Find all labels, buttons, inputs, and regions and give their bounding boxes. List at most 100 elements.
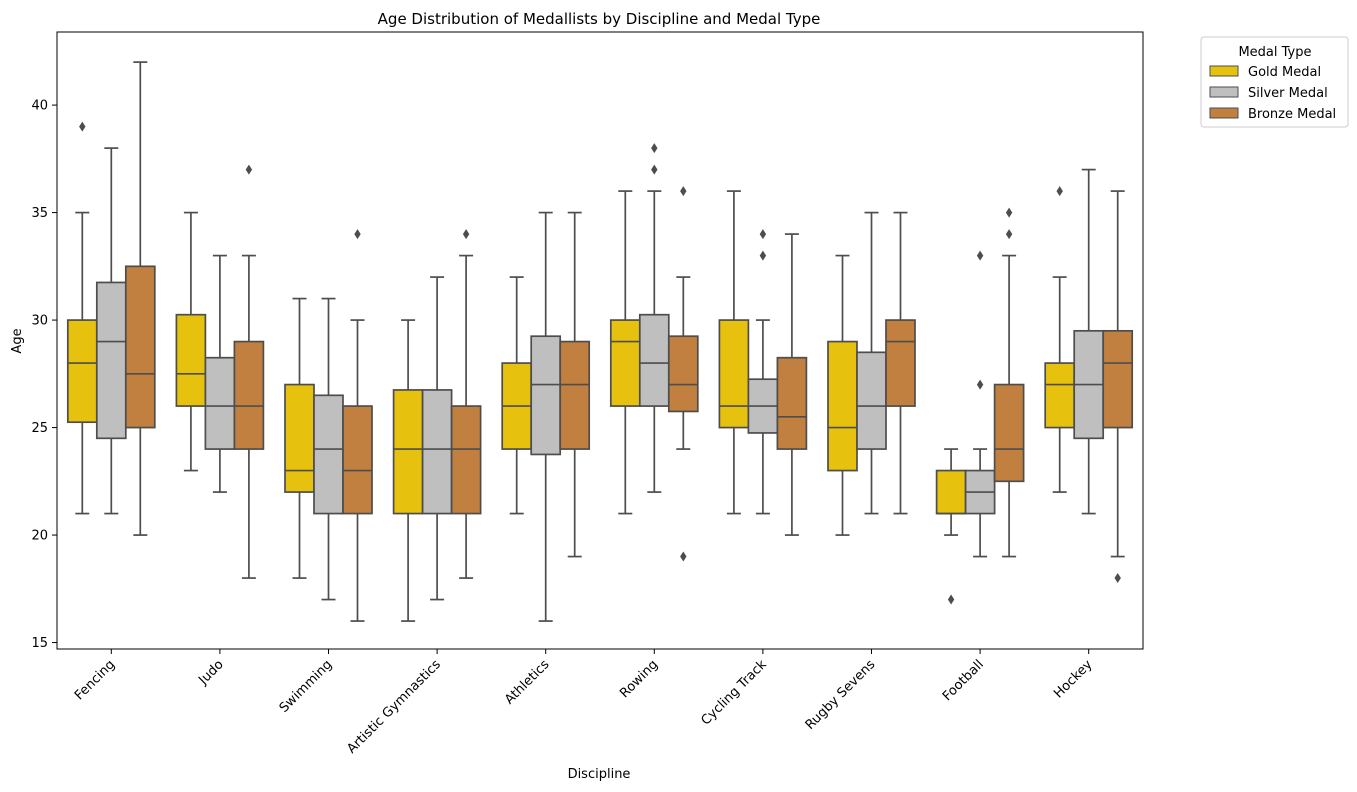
y-tick-label: 30: [31, 314, 48, 329]
outlier-point: [79, 121, 86, 132]
outlier-point: [651, 143, 658, 154]
outlier-point: [462, 229, 470, 240]
box-iqr: [450, 405, 482, 515]
box-gold-medal: [609, 190, 641, 515]
box-silver-medal: [856, 211, 887, 515]
box-iqr: [392, 389, 424, 515]
box-iqr: [95, 281, 127, 440]
box-iqr: [935, 469, 967, 515]
box-gold-medal: [935, 448, 967, 605]
box-iqr: [233, 340, 265, 450]
x-tick-label: Hockey: [1051, 657, 1096, 702]
y-tick-label: 40: [31, 99, 48, 114]
box-iqr: [1044, 362, 1076, 429]
box-bronze-medal: [559, 211, 591, 558]
outlier-point: [651, 164, 658, 175]
x-tick-label: Rowing: [617, 657, 661, 701]
box-iqr: [718, 319, 750, 429]
box-silver-medal: [313, 297, 344, 601]
box-iqr: [885, 319, 916, 407]
box-bronze-medal: [776, 233, 808, 536]
x-tick-label: Football: [940, 657, 987, 704]
y-tick-label: 15: [31, 636, 48, 651]
outlier-point: [354, 229, 361, 240]
legend: Medal Type Gold Medal Silver Medal Bronze …: [1200, 36, 1349, 128]
x-tick-label: Cycling Track: [698, 657, 770, 729]
outlier-point: [1005, 207, 1013, 218]
legend-swatch: [1209, 65, 1239, 77]
box-gold-medal: [392, 319, 424, 622]
box-silver-medal: [638, 143, 670, 493]
outlier-point: [759, 229, 767, 240]
box-iqr: [342, 405, 373, 515]
outlier-point: [1114, 573, 1121, 584]
box-iqr: [993, 383, 1025, 483]
legend-frame: [1200, 36, 1349, 128]
box-gold-medal: [827, 254, 858, 536]
x-tick-label: Rugby Sevens: [803, 657, 879, 733]
legend-title: Medal Type: [1238, 45, 1311, 60]
outlier-point: [759, 250, 767, 261]
x-axis-label: Discipline: [568, 767, 631, 782]
legend-label: Silver Medal: [1248, 86, 1328, 101]
box-gold-medal: [718, 190, 750, 515]
box-iqr: [66, 319, 98, 424]
box-iqr: [421, 389, 453, 515]
box-silver-medal: [530, 211, 562, 622]
legend-swatch: [1209, 107, 1239, 119]
box-iqr: [313, 394, 344, 515]
x-tick-label: Fencing: [72, 657, 118, 703]
box-bronze-medal: [1102, 190, 1134, 584]
outlier-point: [1005, 229, 1013, 240]
box-bronze-medal: [233, 164, 265, 579]
outlier-point: [976, 379, 984, 390]
box-iqr: [204, 356, 236, 450]
x-tick-label: Swimming: [277, 657, 336, 716]
box-iqr: [124, 265, 156, 429]
plot-frame: [56, 31, 1144, 650]
y-tick-label: 20: [31, 529, 48, 544]
y-tick-label: 25: [31, 421, 48, 436]
legend-swatch: [1209, 86, 1239, 98]
box-bronze-medal: [993, 207, 1025, 558]
outlier-point: [947, 594, 955, 605]
box-iqr: [284, 383, 315, 493]
box-bronze-medal: [885, 211, 916, 515]
outlier-point: [245, 164, 253, 175]
box-bronze-medal: [124, 61, 156, 536]
x-tick-label: Athletics: [502, 657, 553, 708]
box-gold-medal: [501, 276, 533, 515]
box-silver-medal: [964, 250, 996, 558]
x-tick-label: Judo: [195, 657, 226, 688]
box-iqr: [827, 340, 858, 472]
box-silver-medal: [1073, 168, 1105, 515]
box-silver-medal: [95, 147, 127, 515]
x-tick-label: Artistic Gymnastics: [344, 657, 444, 757]
box-bronze-medal: [450, 229, 482, 579]
y-tick-label: 35: [31, 206, 48, 221]
box-iqr: [776, 356, 808, 450]
box-iqr: [559, 340, 591, 450]
box-iqr: [175, 313, 207, 407]
y-axis-label: Age: [10, 328, 25, 353]
outlier-point: [680, 551, 687, 562]
chart-title: Age Distribution of Medallists by Discip…: [378, 10, 821, 28]
outlier-point: [1056, 186, 1063, 197]
box-gold-medal: [66, 121, 98, 515]
plot-area: [66, 61, 1134, 622]
box-gold-medal: [284, 297, 315, 579]
box-iqr: [638, 313, 670, 407]
box-gold-medal: [175, 211, 207, 472]
box-bronze-medal: [667, 186, 699, 562]
box-iqr: [530, 335, 562, 456]
box-silver-medal: [204, 254, 236, 493]
box-iqr: [609, 319, 641, 407]
box-silver-medal: [421, 276, 453, 601]
legend-label: Bronze Medal: [1248, 107, 1336, 122]
outlier-point: [680, 186, 687, 197]
outlier-point: [976, 250, 984, 261]
box-bronze-medal: [342, 229, 373, 622]
box-iqr: [1102, 329, 1134, 429]
box-iqr: [856, 351, 887, 450]
